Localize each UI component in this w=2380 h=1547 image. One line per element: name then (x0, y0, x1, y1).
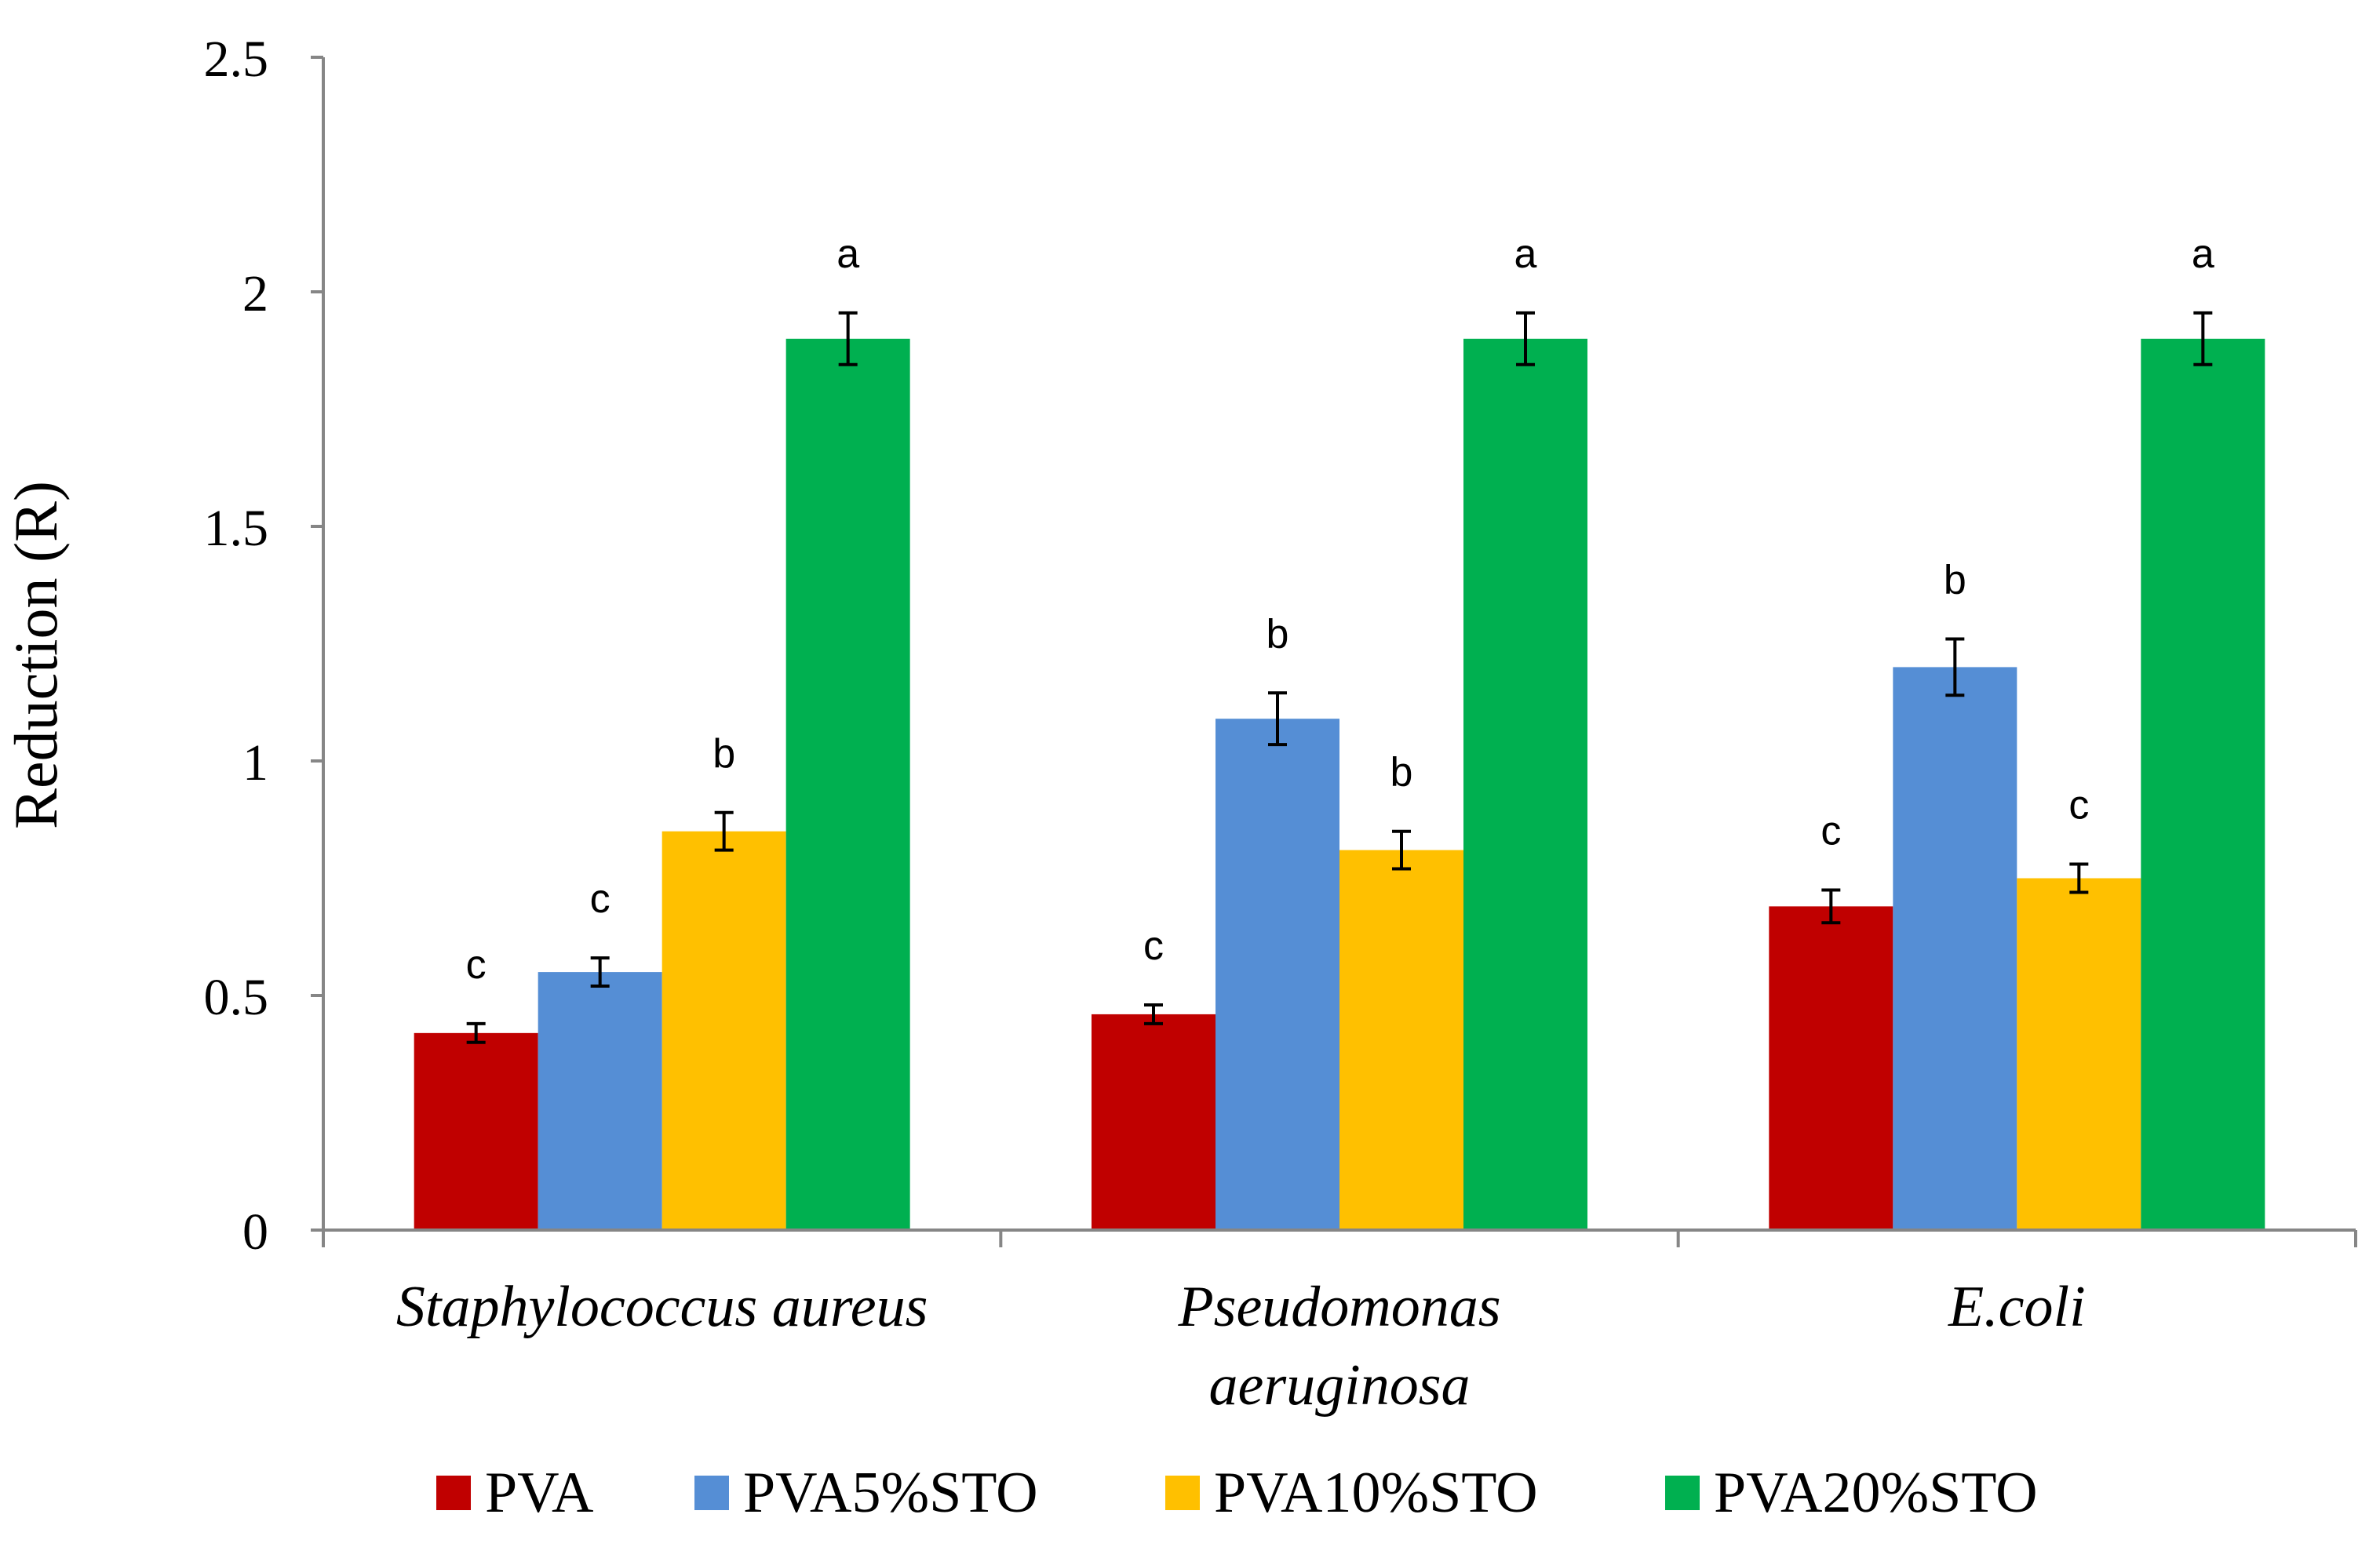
significance-letter: a (2192, 231, 2214, 277)
axes (311, 56, 2357, 1247)
significance-letters-layer: c c c c b b b b c a a a (466, 231, 2214, 988)
significance-letter: c (1143, 923, 1164, 969)
error-bar (714, 810, 734, 852)
error-bar (1821, 888, 1841, 925)
legend-label: PVA20%STO (1714, 1461, 2038, 1525)
significance-letter: c (466, 942, 487, 988)
y-tick-label: 1.5 (204, 500, 269, 557)
bar-pva10pctsto-cat3 (2017, 878, 2141, 1230)
bar-pva10pctsto-cat1 (662, 831, 786, 1230)
error-bar (1516, 311, 1535, 366)
error-bar (2069, 862, 2089, 894)
significance-letter: c (2068, 783, 2089, 828)
y-tick-labels: 0 0.5 1 1.5 2 2.5 (204, 31, 269, 1261)
legend-swatch (436, 1476, 471, 1510)
legend-label: PVA5%STO (743, 1461, 1038, 1525)
error-bar (590, 956, 610, 988)
legend-swatch (694, 1476, 729, 1510)
error-bar (466, 1021, 486, 1044)
x-category-label: E.coli (1948, 1275, 2086, 1339)
x-category-label: Pseudomonas (1177, 1275, 1500, 1339)
legend-item: PVA (436, 1461, 594, 1525)
x-category-label: Staphylococcus aureus (396, 1275, 928, 1339)
legend-swatch (1665, 1476, 1700, 1510)
error-bar (2193, 311, 2213, 366)
bars-layer (414, 338, 2265, 1230)
legend-item: PVA20%STO (1665, 1461, 2038, 1525)
y-tick-label: 2 (242, 265, 268, 322)
error-bar (1144, 1003, 1163, 1025)
significance-letter: a (836, 231, 859, 277)
y-tick-label: 0.5 (204, 969, 269, 1026)
error-bar (1392, 829, 1411, 871)
y-tick-label: 2.5 (204, 31, 269, 88)
y-tick-label: 0 (242, 1203, 268, 1261)
bar-pva-cat2 (1092, 1014, 1216, 1230)
significance-letter: b (1390, 750, 1413, 795)
legend-label: PVA (485, 1461, 594, 1525)
significance-letter: b (713, 731, 735, 777)
bar-pva5pctsto-cat1 (538, 972, 662, 1230)
error-bar (1268, 691, 1287, 747)
x-category-labels: Staphylococcus aureus Pseudomonas aerugino… (396, 1275, 2086, 1418)
bar-pva10pctsto-cat2 (1339, 850, 1463, 1230)
bar-pva20pctsto-cat3 (2141, 338, 2265, 1230)
legend-item: PVA5%STO (694, 1461, 1038, 1525)
significance-letter: c (1821, 808, 1841, 854)
y-axis-label: Reduction (R) (2, 481, 70, 829)
legend-swatch (1165, 1476, 1200, 1510)
x-category-label: aeruginosa (1209, 1353, 1471, 1418)
bar-pva-cat1 (414, 1032, 538, 1230)
bar-pva5pctsto-cat2 (1216, 719, 1339, 1230)
bar-pva20pctsto-cat2 (1463, 338, 1587, 1230)
error-bar (838, 311, 858, 366)
legend-label: PVA10%STO (1214, 1461, 1538, 1525)
significance-letter: b (1944, 558, 1966, 603)
significance-letter: b (1267, 611, 1289, 657)
legend-item: PVA10%STO (1165, 1461, 1538, 1525)
error-bar (1945, 637, 1965, 697)
significance-letter: c (590, 876, 610, 922)
y-tick-label: 1 (242, 734, 268, 792)
error-bars-layer (466, 311, 2213, 1044)
significance-letter: a (1514, 231, 1537, 277)
bar-pva20pctsto-cat1 (785, 338, 910, 1230)
bar-pva5pctsto-cat3 (1893, 667, 2017, 1230)
bar-pva-cat3 (1769, 906, 1893, 1230)
legend: PVA PVA5%STO PVA10%STO PVA20%STO (436, 1461, 2038, 1525)
